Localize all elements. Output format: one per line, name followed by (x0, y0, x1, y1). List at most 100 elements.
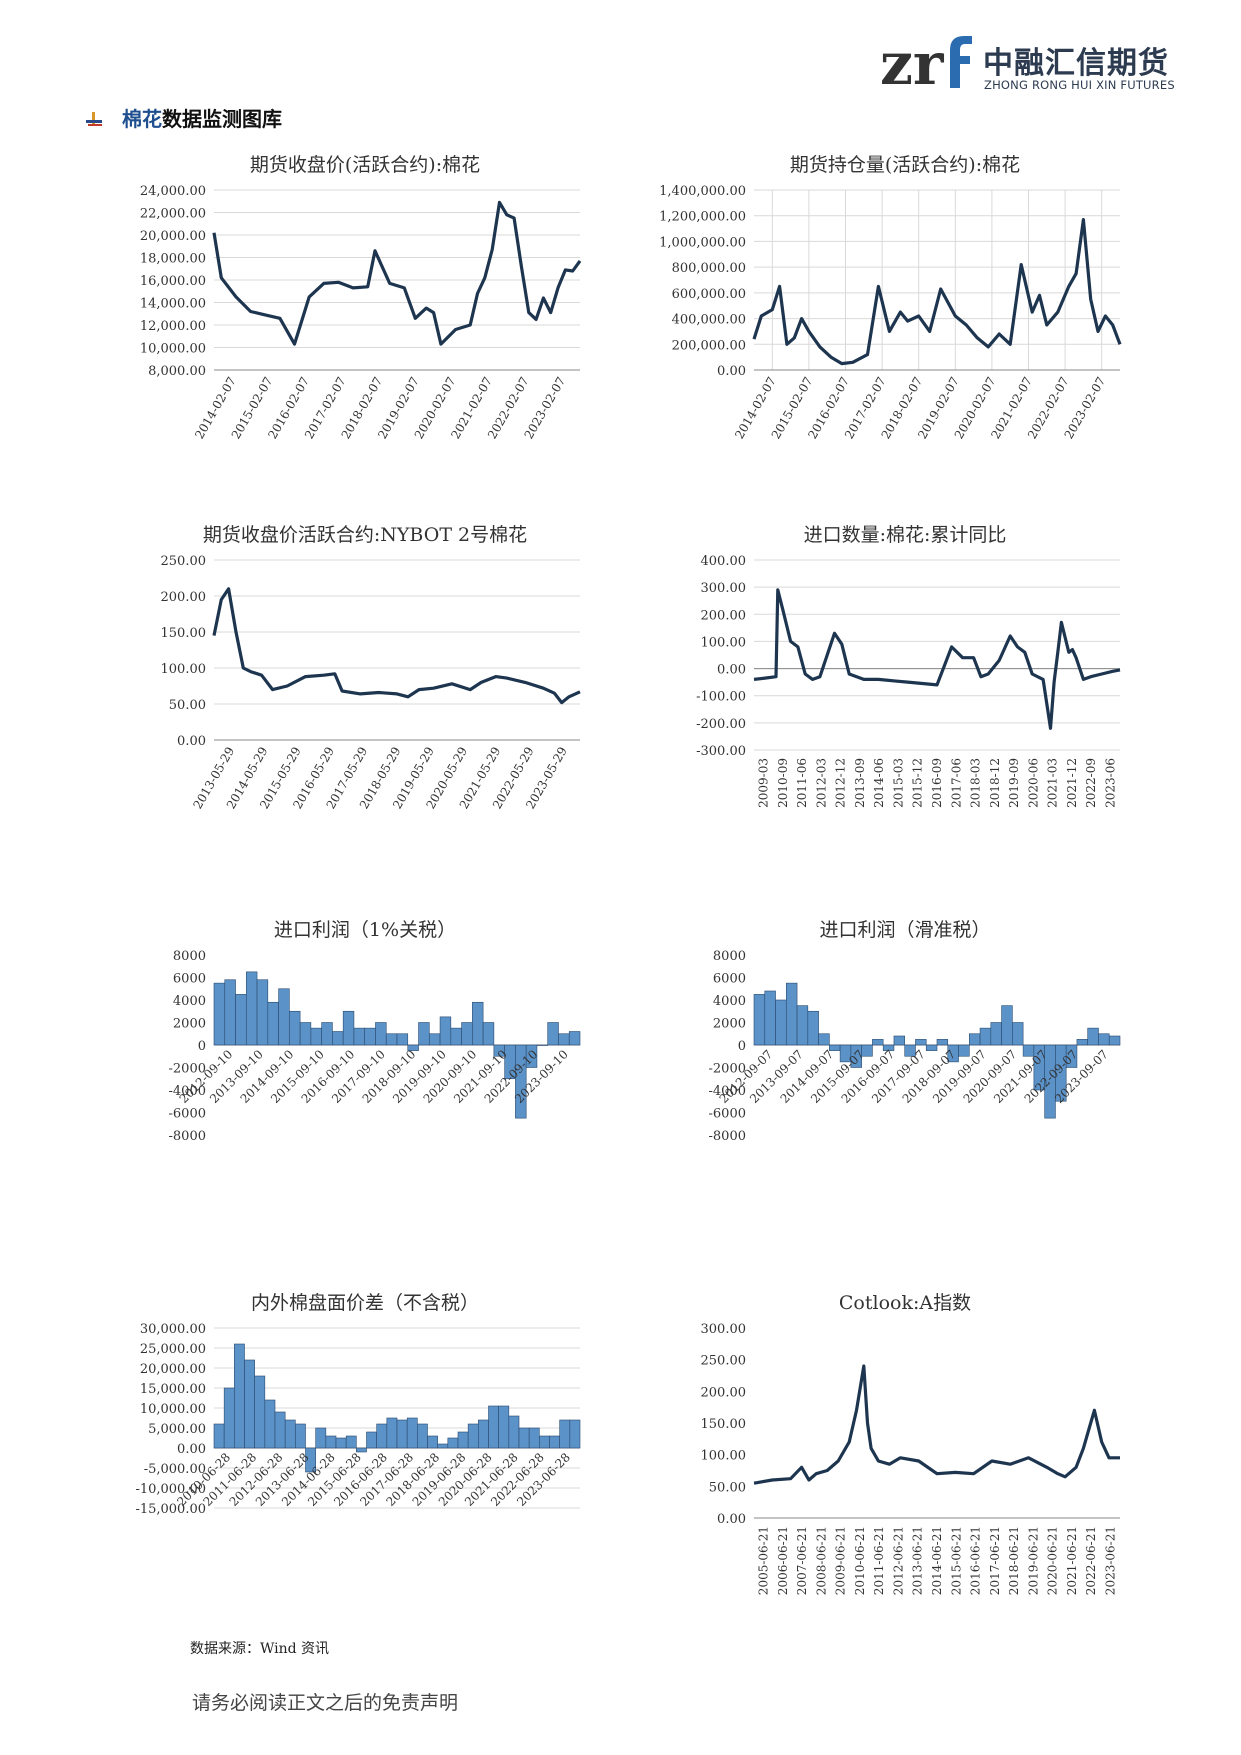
x-tick-label: 2015-03 (891, 758, 905, 808)
series-line (212, 587, 581, 705)
data-bar (406, 1417, 418, 1449)
data-bar (547, 1022, 559, 1046)
data-bar (467, 1423, 479, 1449)
data-bar (305, 1447, 316, 1473)
chart-svg: 8,000.00 10,000.00 12,000.00 14,000.00 16,00… (140, 184, 582, 441)
data-bar (979, 1027, 992, 1046)
chart-title: 内外棉盘面价差（不含税） (250, 1292, 479, 1314)
chart-cotton-open-interest: 期货持仓量(活跃合约):棉花 0.00 200,000.00 400,000.00 6… (659, 150, 1130, 480)
x-tick-label: 2009-03 (757, 758, 771, 808)
x-tick-label: 2016-09 (930, 758, 944, 808)
y-tick-label: 20,000.00 (140, 1362, 206, 1377)
x-tick-label: 2021-12 (1065, 758, 1079, 808)
data-bar (893, 1035, 906, 1046)
data-bar (936, 1039, 949, 1046)
data-bar (807, 1010, 819, 1046)
y-tick-label: 0.00 (177, 1442, 206, 1457)
x-tick-label: 2008-06-21 (814, 1526, 828, 1595)
disclaimer: 请务必阅读正文之后的免责声明 (192, 1692, 459, 1714)
y-tick-label: 22,000.00 (140, 207, 206, 222)
data-bar (568, 1031, 581, 1046)
y-tick-label: 15,000.00 (140, 1382, 206, 1397)
y-tick-label: -4000 (169, 1084, 206, 1099)
chart-svg: -300.00 -200.00 -100.00 0.00 100.00 200.00 300… (696, 554, 1121, 808)
y-tick-label: -6000 (169, 1107, 206, 1122)
data-bar (356, 1447, 367, 1453)
data-bar (310, 1027, 322, 1046)
data-bar (528, 1427, 540, 1449)
y-tick-label: -100.00 (696, 690, 746, 705)
x-tick-label: 2021-03 (1046, 758, 1060, 808)
x-tick-label: 2017-06 (949, 758, 963, 808)
data-bar (461, 1022, 473, 1046)
data-bar (437, 1443, 449, 1449)
y-tick-label: 6000 (173, 972, 206, 987)
data-bar (1012, 1022, 1024, 1046)
y-tick-label: 16,000.00 (140, 274, 206, 289)
data-bar (332, 1031, 344, 1046)
data-bar (254, 1375, 266, 1449)
chart-domestic-foreign-spread: 内外棉盘面价差（不含税） -15,000.00 -10,000.00 -5,000.… (135, 1288, 590, 1618)
section-title: 棉花数据监测图库 (84, 103, 282, 132)
data-bar (515, 1044, 527, 1119)
x-tick-label: 2014-06-21 (930, 1526, 944, 1595)
data-bar (264, 1399, 276, 1449)
data-bar (478, 1419, 489, 1449)
y-tick-label: 1,000,000.00 (659, 235, 746, 250)
y-tick-label: 18,000.00 (140, 252, 206, 267)
y-tick-label: -5,000.00 (144, 1462, 206, 1477)
x-tick-label: 2015-12 (911, 758, 925, 808)
y-tick-label: 8,000.00 (148, 364, 206, 379)
data-bar (861, 1044, 873, 1057)
data-bar (1108, 1035, 1121, 1046)
y-tick-label: 0.00 (177, 734, 206, 749)
y-tick-label: 0.00 (717, 1512, 746, 1527)
x-tick-label: 2018-12 (988, 758, 1002, 808)
y-tick-label: 1,400,000.00 (659, 184, 746, 199)
y-tick-label: -4000 (709, 1084, 746, 1099)
series-line (753, 1364, 1120, 1485)
x-tick-label: 2010-06-21 (853, 1526, 867, 1595)
data-bar (223, 1387, 235, 1449)
x-tick-label: 2020-06-21 (1046, 1526, 1060, 1595)
y-tick-label: -2000 (169, 1062, 206, 1077)
y-tick-label: 0 (198, 1039, 206, 1054)
data-bar (450, 1027, 462, 1046)
data-bar (315, 1427, 327, 1449)
y-tick-label: 200.00 (701, 1385, 747, 1400)
y-tick-label: 30,000.00 (140, 1322, 206, 1337)
data-bar (1001, 1005, 1013, 1046)
data-bar (396, 1419, 408, 1449)
data-bar (417, 1423, 428, 1449)
x-tick-label: 2019-09 (1007, 758, 1021, 808)
data-bar (569, 1419, 581, 1449)
data-bar (295, 1423, 306, 1449)
chart-title: 期货收盘价活跃合约:NYBOT 2号棉花 (202, 524, 528, 546)
data-bar (213, 1423, 225, 1449)
x-tick-label: 2006-06-21 (776, 1526, 790, 1595)
data-bar (818, 1033, 830, 1046)
y-tick-label: 100.00 (701, 1449, 747, 1464)
data-bar (439, 1016, 452, 1046)
chart-import-profit-1pct: 进口利润（1%关税） -8000 -6000 -4000 -2000 0 2000 4000… (140, 915, 590, 1245)
y-tick-label: 250.00 (701, 1354, 747, 1369)
y-tick-label: 0.00 (717, 663, 746, 678)
data-bar (785, 982, 798, 1046)
chart-title: 进口数量:棉花:累计同比 (803, 524, 1007, 546)
data-bar (274, 1411, 286, 1449)
chart-title: 进口利润（滑准税） (819, 919, 991, 941)
x-tick-label: 2018-03 (969, 758, 983, 808)
x-tick-label: 2013-09 (853, 758, 867, 808)
y-tick-label: -8000 (169, 1129, 206, 1144)
chart-title: 期货收盘价(活跃合约):棉花 (249, 154, 481, 176)
x-tick-label: 2005-06-21 (757, 1526, 771, 1595)
y-tick-label: -8000 (709, 1129, 746, 1144)
logo-english-name: ZHONG RONG HUI XIN FUTURES (984, 78, 1175, 92)
y-tick-label: 100.00 (701, 635, 747, 650)
data-bar (968, 1033, 981, 1046)
data-bar (457, 1431, 469, 1449)
data-bar (882, 1044, 895, 1051)
data-bar (539, 1435, 550, 1449)
data-bar (244, 1359, 255, 1449)
logo-f-icon (950, 36, 972, 88)
